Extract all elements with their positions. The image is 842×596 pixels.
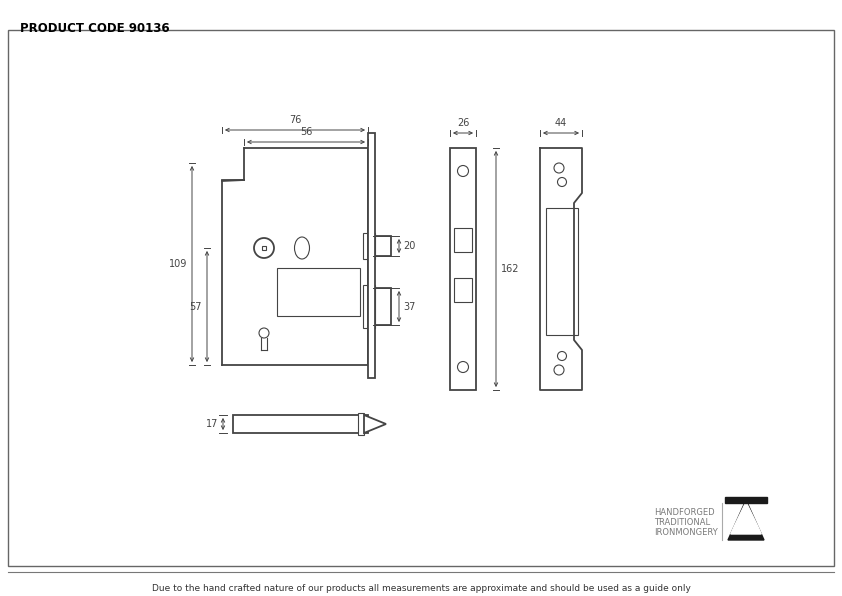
Bar bbox=[375, 236, 391, 256]
Bar bbox=[363, 233, 375, 259]
Bar bbox=[262, 246, 266, 250]
Text: Due to the hand crafted nature of our products all measurements are approximate : Due to the hand crafted nature of our pr… bbox=[152, 584, 690, 593]
Text: 56: 56 bbox=[300, 127, 312, 137]
Bar bbox=[454, 228, 472, 252]
Polygon shape bbox=[725, 497, 767, 503]
Text: 26: 26 bbox=[457, 118, 469, 128]
Text: 76: 76 bbox=[289, 115, 301, 125]
Text: HANDFORGED: HANDFORGED bbox=[654, 508, 715, 517]
Bar bbox=[450, 148, 476, 390]
Bar bbox=[454, 278, 472, 302]
Bar bbox=[368, 133, 375, 378]
Polygon shape bbox=[364, 415, 386, 433]
Text: PRODUCT CODE 90136: PRODUCT CODE 90136 bbox=[20, 22, 169, 35]
Text: 57: 57 bbox=[189, 302, 202, 312]
Text: 20: 20 bbox=[403, 241, 415, 251]
Text: IRONMONGERY: IRONMONGERY bbox=[654, 528, 717, 537]
Text: 17: 17 bbox=[205, 419, 218, 429]
Bar bbox=[546, 208, 578, 335]
Polygon shape bbox=[731, 526, 761, 534]
Polygon shape bbox=[734, 502, 758, 526]
Text: 109: 109 bbox=[168, 259, 187, 269]
Bar bbox=[8, 30, 834, 566]
Polygon shape bbox=[728, 500, 764, 540]
Bar bbox=[233, 415, 368, 433]
Bar bbox=[277, 268, 360, 316]
Bar bbox=[375, 288, 391, 325]
Text: 162: 162 bbox=[501, 264, 520, 274]
Text: 37: 37 bbox=[403, 302, 415, 312]
Bar bbox=[363, 285, 375, 328]
Bar bbox=[358, 413, 364, 435]
Text: 44: 44 bbox=[555, 118, 568, 128]
Text: TRADITIONAL: TRADITIONAL bbox=[654, 518, 710, 527]
